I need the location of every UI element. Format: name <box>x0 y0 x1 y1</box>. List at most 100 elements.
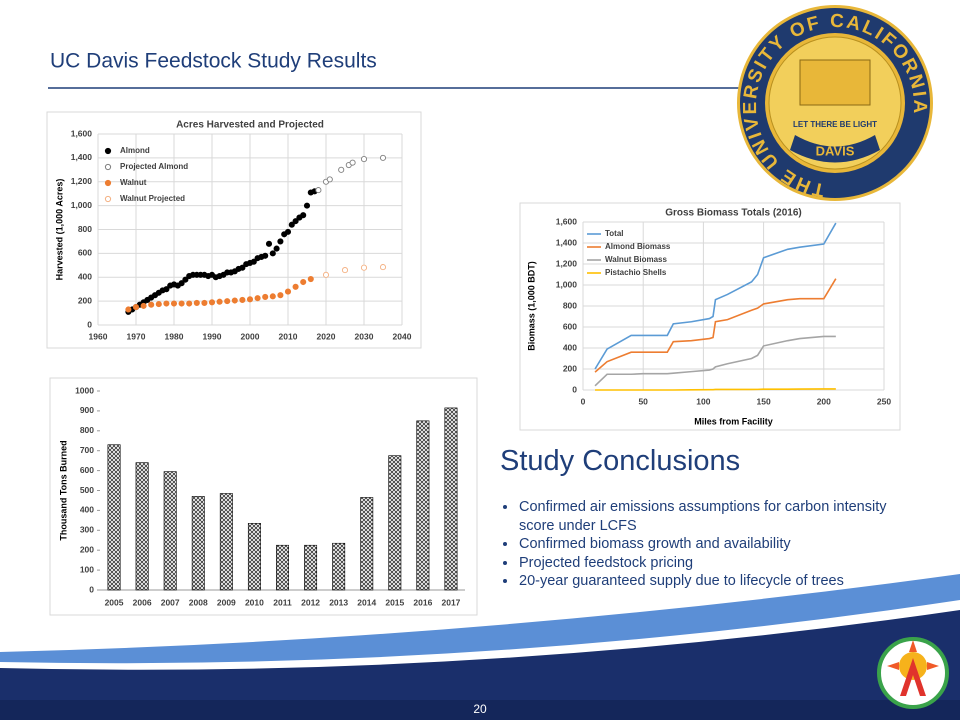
data-point <box>239 264 246 271</box>
y-tick-label: 800 <box>80 425 94 435</box>
x-tick-label: 150 <box>757 396 771 406</box>
y-tick-label: 1,000 <box>556 279 578 289</box>
data-point <box>292 218 299 225</box>
x-tick-label: 2012 <box>301 597 320 607</box>
data-point <box>186 300 193 307</box>
x-tick-label: 2030 <box>355 331 374 341</box>
bullet-list: Confirmed air emissions assumptions for … <box>500 498 900 591</box>
x-tick-label: 250 <box>877 396 891 406</box>
x-tick-label: 1980 <box>165 331 184 341</box>
data-point <box>155 301 162 308</box>
legend-label: Almond Biomass <box>605 242 671 251</box>
data-point <box>379 264 387 271</box>
data-point <box>322 271 330 278</box>
data-point <box>208 299 216 306</box>
data-point <box>246 296 254 303</box>
data-point <box>201 299 208 306</box>
y-tick-label: 100 <box>80 564 94 574</box>
y-tick-label: 800 <box>563 300 577 310</box>
x-tick-label: 2005 <box>105 597 124 607</box>
y-tick-label: 400 <box>78 272 92 282</box>
data-point <box>125 306 132 313</box>
data-point <box>163 286 170 293</box>
x-tick-label: 2007 <box>161 597 180 607</box>
bar <box>332 542 346 591</box>
x-tick-label: 50 <box>638 396 648 406</box>
y-tick-label: 0 <box>572 384 577 394</box>
y-tick-label: 800 <box>78 224 92 234</box>
y-tick-label: 600 <box>563 321 577 331</box>
legend-marker <box>104 163 112 171</box>
y-tick-label: 900 <box>80 405 94 415</box>
legend-label: Almond <box>120 146 150 155</box>
data-point <box>148 301 155 308</box>
data-point <box>224 298 231 305</box>
x-tick-label: 2008 <box>189 597 208 607</box>
bar <box>416 420 430 591</box>
data-point <box>277 292 284 299</box>
data-point <box>379 154 387 161</box>
data-point <box>269 293 276 300</box>
bar <box>135 462 149 591</box>
data-point <box>265 240 273 247</box>
x-tick-label: 2010 <box>279 331 298 341</box>
data-point <box>170 300 178 307</box>
bar <box>444 407 458 591</box>
bullet: 20-year guaranteed supply due to lifecyc… <box>518 572 900 591</box>
bar <box>247 523 261 591</box>
data-point <box>360 156 368 163</box>
data-point <box>178 280 185 287</box>
bar <box>388 455 402 591</box>
y-tick-label: 0 <box>89 584 94 594</box>
x-tick-label: 1970 <box>127 331 146 341</box>
x-tick-label: 2009 <box>217 597 236 607</box>
legend-marker <box>104 179 112 187</box>
data-point <box>216 298 223 305</box>
y-tick-label: 400 <box>563 342 577 352</box>
y-tick-label: 200 <box>563 363 577 373</box>
uc-seal: THE UNIVERSITY OF CALIFORNIA LET THERE B… <box>737 5 933 201</box>
bar <box>304 544 318 591</box>
y-axis-label: Harvested (1,000 Acres) <box>54 179 64 281</box>
data-point <box>307 275 314 283</box>
y-tick-label: 1,600 <box>556 216 578 226</box>
x-tick-label: 2017 <box>442 597 461 607</box>
data-point <box>300 278 307 286</box>
data-point <box>178 300 185 307</box>
x-tick-label: 2014 <box>357 597 376 607</box>
bar <box>219 493 233 591</box>
y-tick-label: 1,600 <box>71 128 93 138</box>
bar <box>163 471 177 591</box>
legend-marker <box>104 147 112 155</box>
y-tick-label: 600 <box>78 248 92 258</box>
x-tick-label: 2006 <box>133 597 152 607</box>
conclusions-heading: Study Conclusions <box>500 445 741 477</box>
y-tick-label: 600 <box>80 465 94 475</box>
data-point <box>140 302 147 309</box>
series-line <box>595 388 836 391</box>
y-tick-label: 1,200 <box>71 176 93 186</box>
data-point <box>338 166 345 173</box>
bullet: Confirmed biomass growth and availabilit… <box>518 535 900 554</box>
y-tick-label: 200 <box>78 295 92 305</box>
y-tick-label: 700 <box>80 445 94 455</box>
data-point <box>269 250 276 257</box>
data-point <box>254 295 261 302</box>
x-tick-label: 2040 <box>393 331 412 341</box>
y-tick-label: 1,200 <box>556 258 578 268</box>
wave <box>0 610 960 720</box>
data-point <box>284 228 292 235</box>
data-point <box>163 300 170 307</box>
legend-label: Walnut Projected <box>120 194 185 203</box>
legend-marker <box>104 195 112 203</box>
x-tick-label: 0 <box>581 396 586 406</box>
x-tick-label: 2015 <box>385 597 404 607</box>
x-tick-label: 2020 <box>317 331 336 341</box>
data-point <box>303 202 311 209</box>
y-tick-label: 500 <box>80 485 94 495</box>
legend-label: Pistachio Shells <box>605 268 667 277</box>
company-logo <box>877 637 949 709</box>
bar <box>360 497 374 591</box>
